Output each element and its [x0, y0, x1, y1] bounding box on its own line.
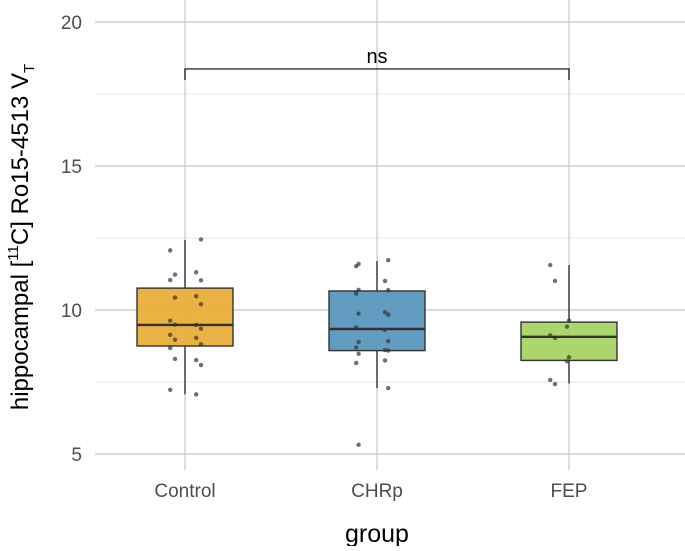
- data-point: [194, 392, 199, 397]
- data-point: [172, 295, 178, 300]
- data-point: [168, 387, 173, 392]
- x-tick-label: CHRp: [351, 481, 403, 502]
- y-axis-label: hippocampal [11C] Ro15-4513 VT: [5, 64, 38, 410]
- data-point: [194, 335, 199, 341]
- boxes: [136, 237, 618, 447]
- y-tick-label: 10: [61, 301, 82, 322]
- y-tick-label: 5: [71, 445, 82, 466]
- data-point: [168, 277, 173, 283]
- data-point: [386, 257, 391, 263]
- data-point: [354, 291, 359, 296]
- box-fep: [520, 321, 618, 362]
- data-point: [168, 332, 173, 337]
- data-point: [198, 342, 204, 347]
- x-axis-label: group: [345, 520, 409, 546]
- significance-label: ns: [366, 46, 387, 68]
- data-point: [354, 264, 359, 269]
- data-point: [194, 322, 199, 328]
- data-point: [382, 358, 388, 363]
- data-point: [386, 287, 391, 293]
- data-point: [354, 325, 359, 330]
- data-point: [198, 326, 204, 331]
- data-point: [552, 381, 558, 387]
- data-point: [194, 293, 199, 299]
- y-axis-ticks: 5 10 15 20: [61, 13, 82, 466]
- data-point: [194, 270, 199, 275]
- data-point: [552, 335, 558, 341]
- data-point: [386, 312, 391, 317]
- data-point: [564, 359, 570, 364]
- data-point: [168, 318, 173, 323]
- box-control: [136, 287, 234, 347]
- x-tick-label: Control: [154, 481, 215, 502]
- data-point: [548, 377, 553, 383]
- data-point: [172, 322, 178, 327]
- y-tick-label: 20: [61, 13, 82, 34]
- data-point: [198, 237, 204, 242]
- data-point: [172, 356, 178, 362]
- data-point: [386, 348, 391, 353]
- data-point: [356, 442, 361, 447]
- data-point: [198, 362, 204, 368]
- data-point: [194, 357, 199, 363]
- x-tick-label: FEP: [551, 481, 588, 502]
- significance-bracket: ns: [184, 46, 570, 80]
- data-point: [198, 278, 204, 283]
- data-point: [386, 338, 391, 344]
- data-point: [382, 310, 388, 315]
- data-point: [354, 360, 359, 366]
- data-point: [172, 272, 178, 277]
- grid: [95, 0, 685, 470]
- data-point: [356, 351, 361, 356]
- data-point: [356, 287, 361, 293]
- data-point: [382, 327, 388, 333]
- data-point: [168, 345, 173, 351]
- data-point: [548, 333, 553, 338]
- data-point: [566, 318, 572, 323]
- data-point: [552, 278, 558, 284]
- data-point: [354, 345, 359, 350]
- data-point: [566, 355, 572, 360]
- data-point: [356, 339, 361, 345]
- data-point: [198, 302, 204, 307]
- data-point: [548, 262, 553, 268]
- data-point: [386, 385, 391, 391]
- y-tick-label: 15: [61, 157, 82, 178]
- data-point: [356, 311, 361, 316]
- data-point: [168, 248, 173, 253]
- data-point: [172, 337, 178, 342]
- data-point: [382, 278, 388, 284]
- x-axis-ticks: Control CHRp FEP: [154, 481, 587, 502]
- data-point: [564, 324, 570, 329]
- bracket-line: [184, 68, 570, 80]
- box-chrp: [328, 290, 426, 352]
